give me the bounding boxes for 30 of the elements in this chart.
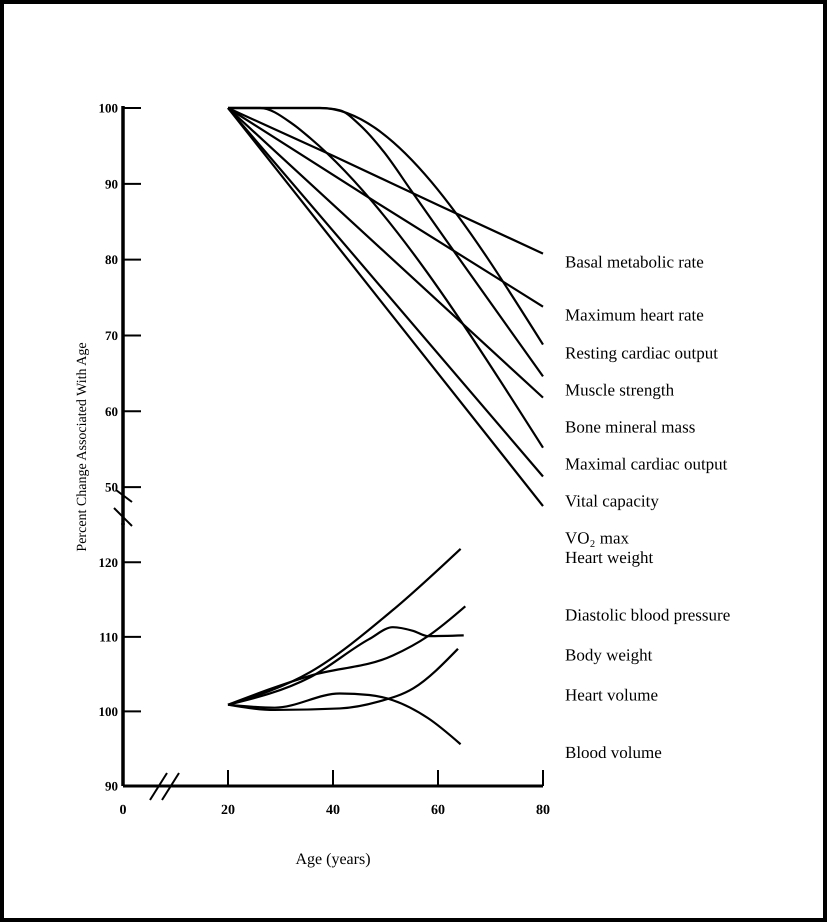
text: Heart volume: [565, 685, 658, 704]
x-tick-label: 0: [120, 803, 126, 818]
y-tick-label: 110: [99, 629, 118, 644]
y-tick-label: 70: [105, 328, 118, 344]
text: Diastolic blood pressure: [565, 605, 730, 624]
series-label: Muscle strength: [565, 380, 675, 400]
y-tick-label: 100: [98, 704, 118, 719]
y-tick-label: 90: [105, 176, 118, 192]
text: Blood volume: [565, 743, 662, 762]
series-label: Bone mineral mass: [565, 418, 696, 437]
series-label: Maximum heart rate: [565, 306, 704, 325]
y-tick-label: 80: [105, 252, 118, 268]
y-tick-label: 100: [98, 100, 118, 116]
series-label: Resting cardiac output: [565, 344, 718, 363]
text: Heart weight: [565, 548, 654, 567]
x-tick-label: 80: [536, 803, 550, 818]
series-label: Vital capacity: [565, 492, 660, 511]
series-label: VO₂ max: [565, 528, 630, 548]
x-tick-label: 40: [326, 803, 340, 818]
series-label: Maximal cardiac output: [565, 454, 728, 474]
y-tick-label: 60: [105, 404, 118, 419]
y-tick-label: 50: [105, 480, 118, 495]
text: Body weight: [565, 645, 653, 664]
x-axis-title: Age (years): [295, 851, 371, 868]
x-tick-label: 20: [221, 803, 235, 818]
x-tick-label: 60: [431, 803, 445, 818]
y-axis-title: Percent Change Associated With Age: [75, 342, 90, 552]
series-label: Basal metabolic rate: [565, 252, 704, 272]
y-tick-label: 120: [98, 554, 118, 570]
y-tick-label: 90: [105, 778, 118, 794]
